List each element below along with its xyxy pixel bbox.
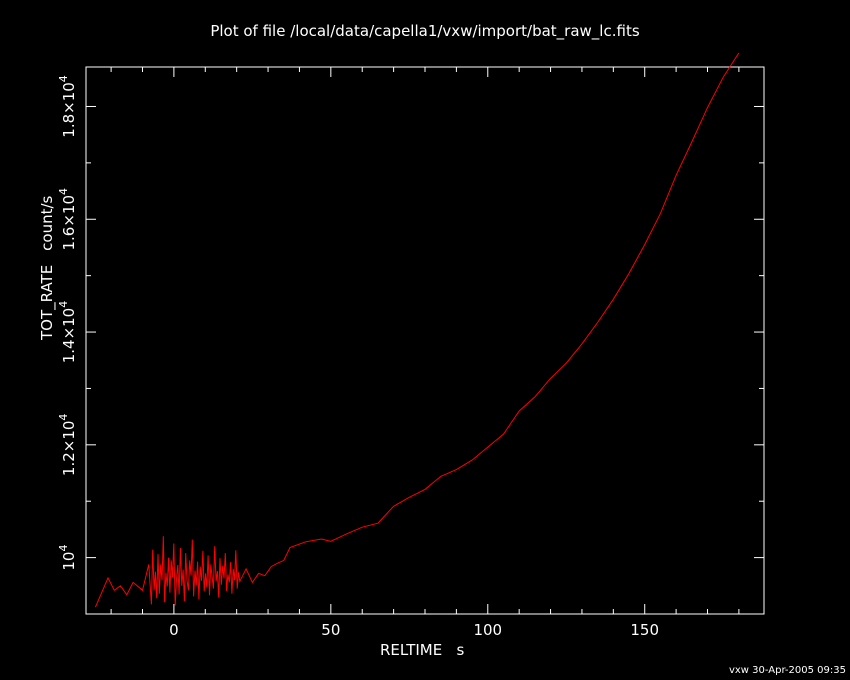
x-tick-label: 100: [473, 621, 502, 639]
data-series: [95, 53, 739, 607]
y-axis-name: TOT_RATE: [38, 265, 56, 340]
tot-rate-line: [95, 53, 739, 607]
y-axis-unit: count/s: [38, 196, 56, 251]
y-tick-label: 1.6×104: [57, 188, 78, 251]
chart-title: Plot of file /local/data/capella1/vxw/im…: [0, 22, 850, 40]
y-tick-label: 104: [57, 545, 78, 571]
y-tick-label: 1.4×104: [57, 301, 78, 364]
timestamp-footer: vxw 30-Apr-2005 09:35: [729, 665, 846, 676]
axis-ticks: [86, 67, 764, 614]
x-tick-label: 150: [630, 621, 659, 639]
plot-frame: [86, 67, 764, 614]
x-axis-label: RELTIME s: [380, 641, 464, 659]
tick-labels: 0 50 100 150 104 1.2×104 1.4×104 1.6×104 1.8×104: [57, 75, 659, 639]
y-axis-label: TOT_RATE count/s: [38, 182, 56, 340]
x-axis-unit: s: [457, 641, 465, 659]
y-tick-label: 1.2×104: [57, 414, 78, 477]
y-tick-label: 1.8×104: [57, 75, 78, 138]
x-tick-label: 0: [169, 621, 179, 639]
x-axis-name: RELTIME: [380, 641, 442, 659]
x-tick-label: 50: [321, 621, 340, 639]
